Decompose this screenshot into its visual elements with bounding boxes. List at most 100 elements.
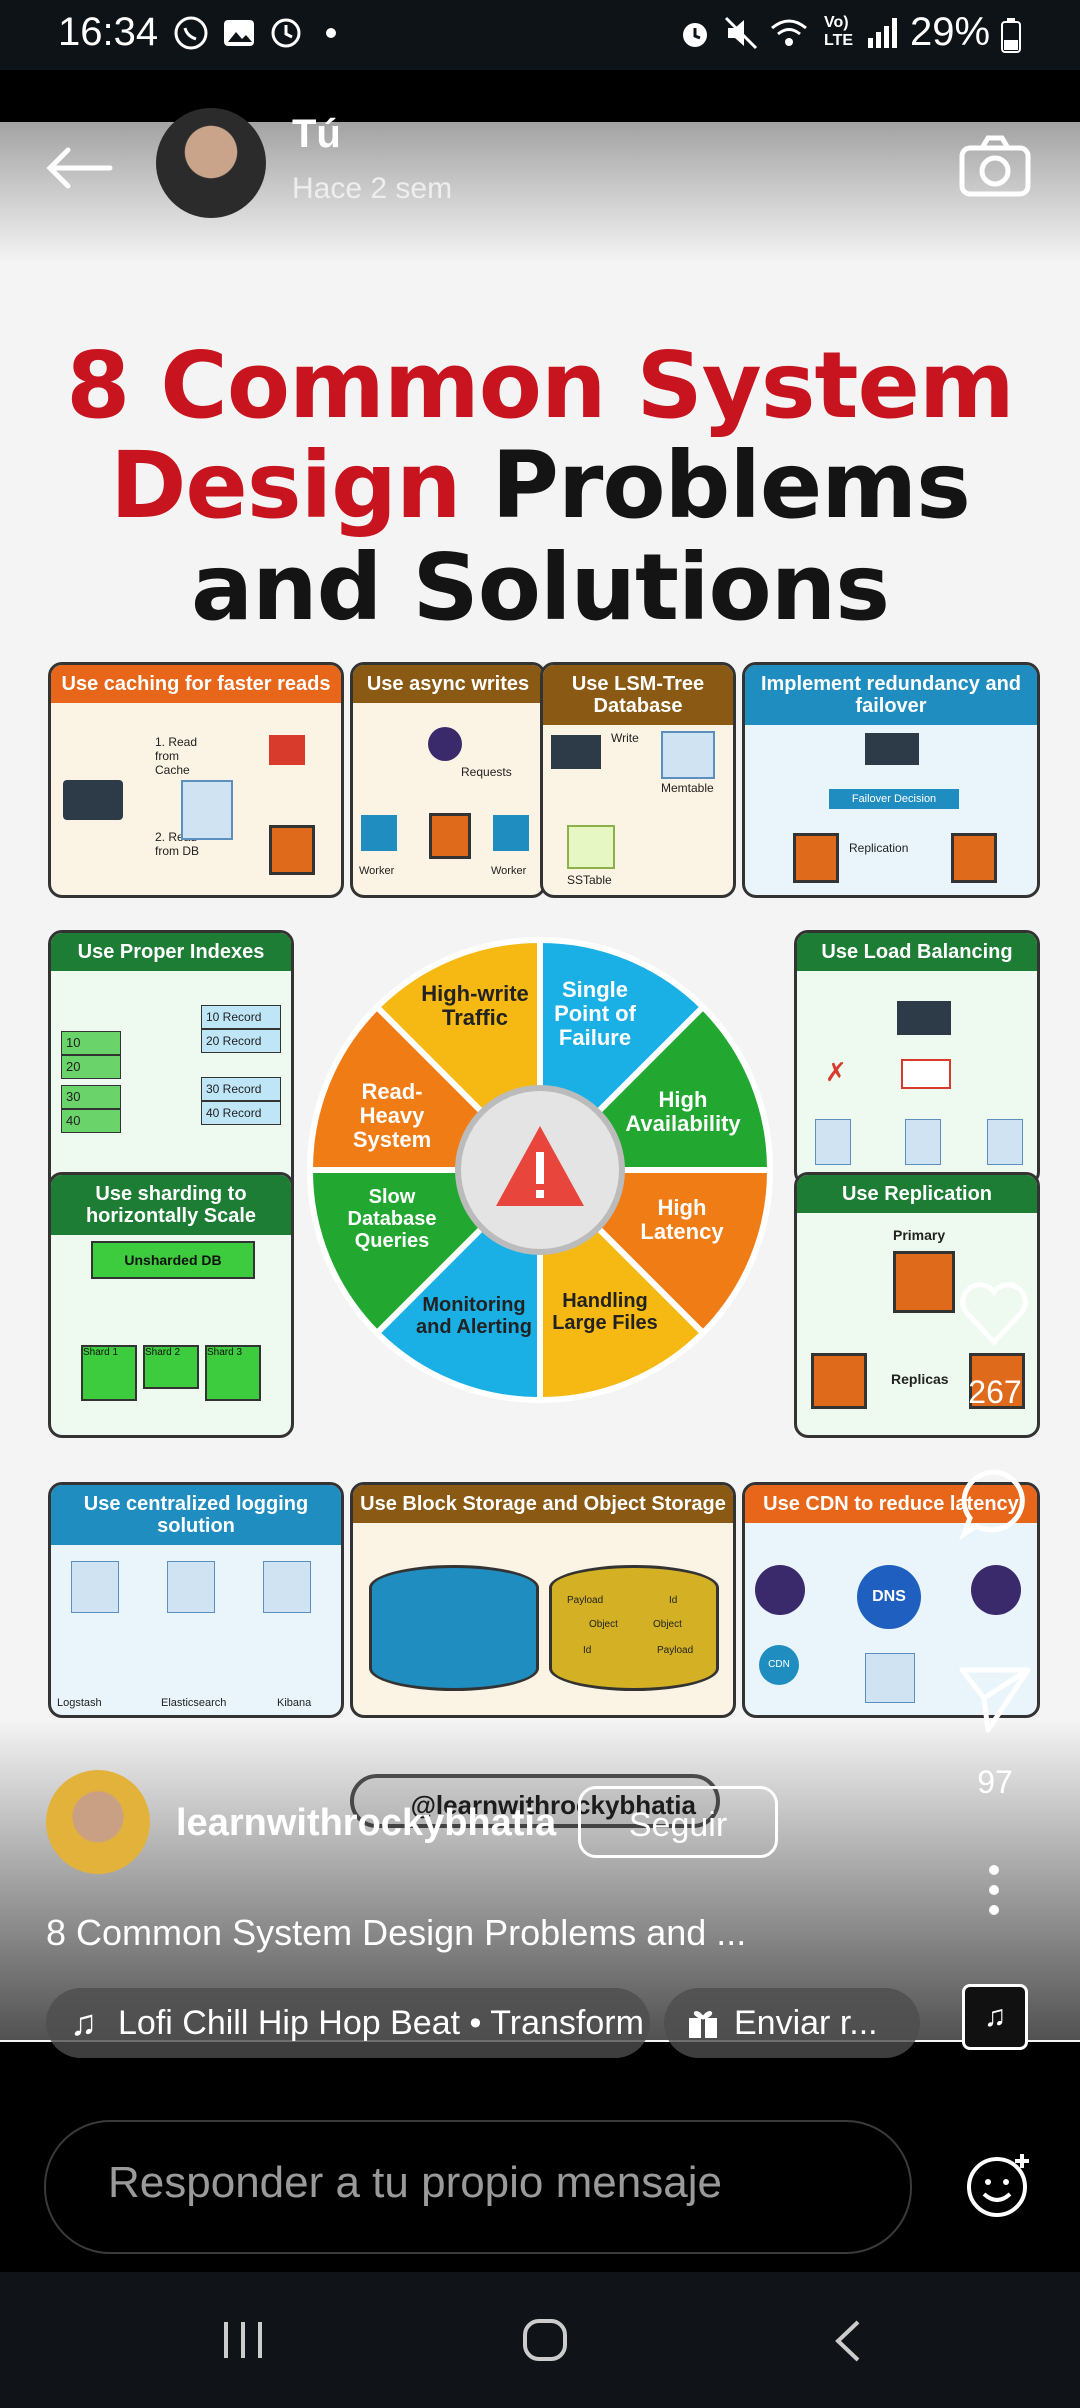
gift-label: Enviar r... <box>734 2004 878 2042</box>
story-user-name: Tú <box>292 112 341 156</box>
music-pill[interactable]: ♫ Lofi Chill Hip Hop Beat • Transform <box>46 1988 650 2058</box>
box-sharding-title: Use sharding to horizontally Scale <box>51 1175 291 1235</box>
system-nav-bar <box>0 2272 1080 2408</box>
post-title-black-word: Problems <box>491 432 971 539</box>
back-arrow-icon[interactable] <box>44 146 114 190</box>
post-caption[interactable]: 8 Common System Design Problems and ... <box>46 1912 747 1953</box>
record-cell: 20 Record <box>201 1029 281 1053</box>
label-write: Write <box>611 731 639 745</box>
gift-pill[interactable]: Enviar r... <box>664 1988 920 2058</box>
box-load-balancing: Use Load Balancing ✗ <box>794 930 1040 1186</box>
wedge-monitoring: Monitoring and Alerting <box>416 1294 532 1338</box>
wifi-icon <box>771 19 807 46</box>
status-time: 16:34 <box>58 10 159 54</box>
label-payload-1: Payload <box>567 1595 604 1606</box>
status-bar: 16:34 Vo) LTE 29% <box>0 0 1080 70</box>
index-cell: 40 <box>61 1109 121 1133</box>
back-nav-icon[interactable] <box>830 2318 864 2364</box>
label-logstash: Logstash <box>57 1697 102 1709</box>
box-redundancy-title: Implement redundancy and failover <box>745 665 1037 725</box>
post-title-line3: and Solutions <box>191 534 890 641</box>
label-object-2: Object <box>653 1619 682 1630</box>
emoji-add-icon[interactable] <box>964 2150 1034 2220</box>
footer-gradient <box>0 1720 1080 2040</box>
story-time: Hace 2 sem <box>292 172 453 205</box>
story-avatar[interactable] <box>156 108 266 218</box>
share-icon[interactable] <box>958 1664 1032 1734</box>
problems-wheel <box>306 936 774 1404</box>
gallery-icon <box>224 20 254 46</box>
post-title-red-word: Design <box>110 432 461 539</box>
label-kibana: Kibana <box>277 1697 312 1709</box>
shard-block: Shard 2 <box>143 1345 199 1389</box>
wedge-high-latency: High Latency <box>640 1195 724 1244</box>
label-memtable: Memtable <box>661 781 714 795</box>
whatsapp-icon <box>174 16 208 50</box>
record-cell: 30 Record <box>201 1077 281 1101</box>
label-cdn-node: CDN <box>759 1645 799 1685</box>
shard-block: Shard 3 <box>205 1345 261 1401</box>
shares-count: 97 <box>977 1764 1013 1800</box>
box-indexes: Use Proper Indexes 10 20 30 40 10 Record… <box>48 930 294 1316</box>
wedge-high-write: High-write Traffic <box>421 981 529 1030</box>
record-cell: 40 Record <box>201 1101 281 1125</box>
label-elasticsearch: Elasticsearch <box>161 1697 227 1709</box>
notification-dot <box>326 28 336 38</box>
box-lsm-title: Use LSM-Tree Database <box>543 665 733 725</box>
box-block-storage-title: Use Block Storage and Object Storage <box>353 1485 733 1523</box>
alarm-icon <box>683 23 707 47</box>
box-indexes-title: Use Proper Indexes <box>51 933 291 971</box>
label-read-db: 2. Read from DB <box>155 830 200 858</box>
label-sstable: SSTable <box>567 873 612 887</box>
box-lsm: Use LSM-Tree Database Write Memtable SST… <box>540 662 736 898</box>
box-cdn-title: Use CDN to reduce latency <box>745 1485 1037 1523</box>
label-unsharded-db: Unsharded DB <box>91 1241 255 1279</box>
more-options-icon[interactable] <box>984 1864 1004 1916</box>
comment-icon[interactable] <box>958 1466 1032 1540</box>
reply-placeholder: Responder a tu propio mensaje <box>108 2158 722 2207</box>
mute-icon <box>724 16 758 50</box>
wedge-slow-db: Slow Database Queries <box>347 1186 437 1252</box>
box-logging: Use centralized logging solution Logstas… <box>48 1482 344 1718</box>
label-worker-1: Worker <box>359 865 395 877</box>
music-title: Lofi Chill Hip Hop Beat • Transform <box>118 2004 644 2042</box>
wedge-large-files: Handling Large Files <box>552 1290 658 1334</box>
label-id-1: Id <box>669 1595 678 1606</box>
box-sharding: Use sharding to horizontally Scale Unsha… <box>48 1172 294 1438</box>
box-caching: Use caching for faster reads 1. Read fro… <box>48 662 344 898</box>
music-note-icon: ♫ <box>70 2002 97 2043</box>
label-worker-2: Worker <box>491 865 527 877</box>
audio-thumbnail-icon[interactable]: ♫ <box>962 1984 1028 2050</box>
box-replication: Use Replication Primary Replicas <box>794 1172 1040 1438</box>
label-dns: DNS <box>857 1565 921 1629</box>
heart-icon[interactable] <box>958 1280 1030 1346</box>
box-async-title: Use async writes <box>353 665 543 703</box>
author-avatar[interactable] <box>46 1770 150 1874</box>
camera-icon[interactable] <box>958 134 1032 198</box>
battery-icon <box>1001 18 1021 53</box>
battery-percent: 29% <box>910 10 991 54</box>
label-payload-2: Payload <box>657 1645 694 1656</box>
box-cdn: Use CDN to reduce latency DNS CDN <box>742 1482 1040 1718</box>
label-id-2: Id <box>583 1645 592 1656</box>
box-async: Use async writes Requests Worker Worker <box>350 662 546 898</box>
label-read-cache: 1. Read from Cache <box>155 735 198 777</box>
likes-count: 267 <box>968 1374 1022 1410</box>
signal-icon <box>868 18 897 48</box>
reply-input[interactable]: Responder a tu propio mensaje <box>44 2120 912 2254</box>
box-logging-title: Use centralized logging solution <box>51 1485 341 1545</box>
post-title-line1: 8 Common System <box>66 332 1014 439</box>
follow-button[interactable]: Seguir <box>578 1786 778 1858</box>
record-cell: 10 Record <box>201 1005 281 1029</box>
history-icon <box>271 18 301 48</box>
gift-icon <box>689 2011 717 2038</box>
wedge-read-heavy: Read-Heavy System <box>352 1079 432 1152</box>
shard-block: Shard 1 <box>81 1345 137 1401</box>
recent-apps-icon[interactable] <box>220 2320 266 2360</box>
home-icon[interactable] <box>522 2318 568 2362</box>
index-cell: 10 <box>61 1031 121 1055</box>
author-username[interactable]: learnwithrockybhatia <box>176 1802 557 1844</box>
box-caching-title: Use caching for faster reads <box>51 665 341 703</box>
volte-icon: Vo) LTE <box>824 14 854 49</box>
post-title-line2: Design Problems <box>0 432 1080 539</box>
